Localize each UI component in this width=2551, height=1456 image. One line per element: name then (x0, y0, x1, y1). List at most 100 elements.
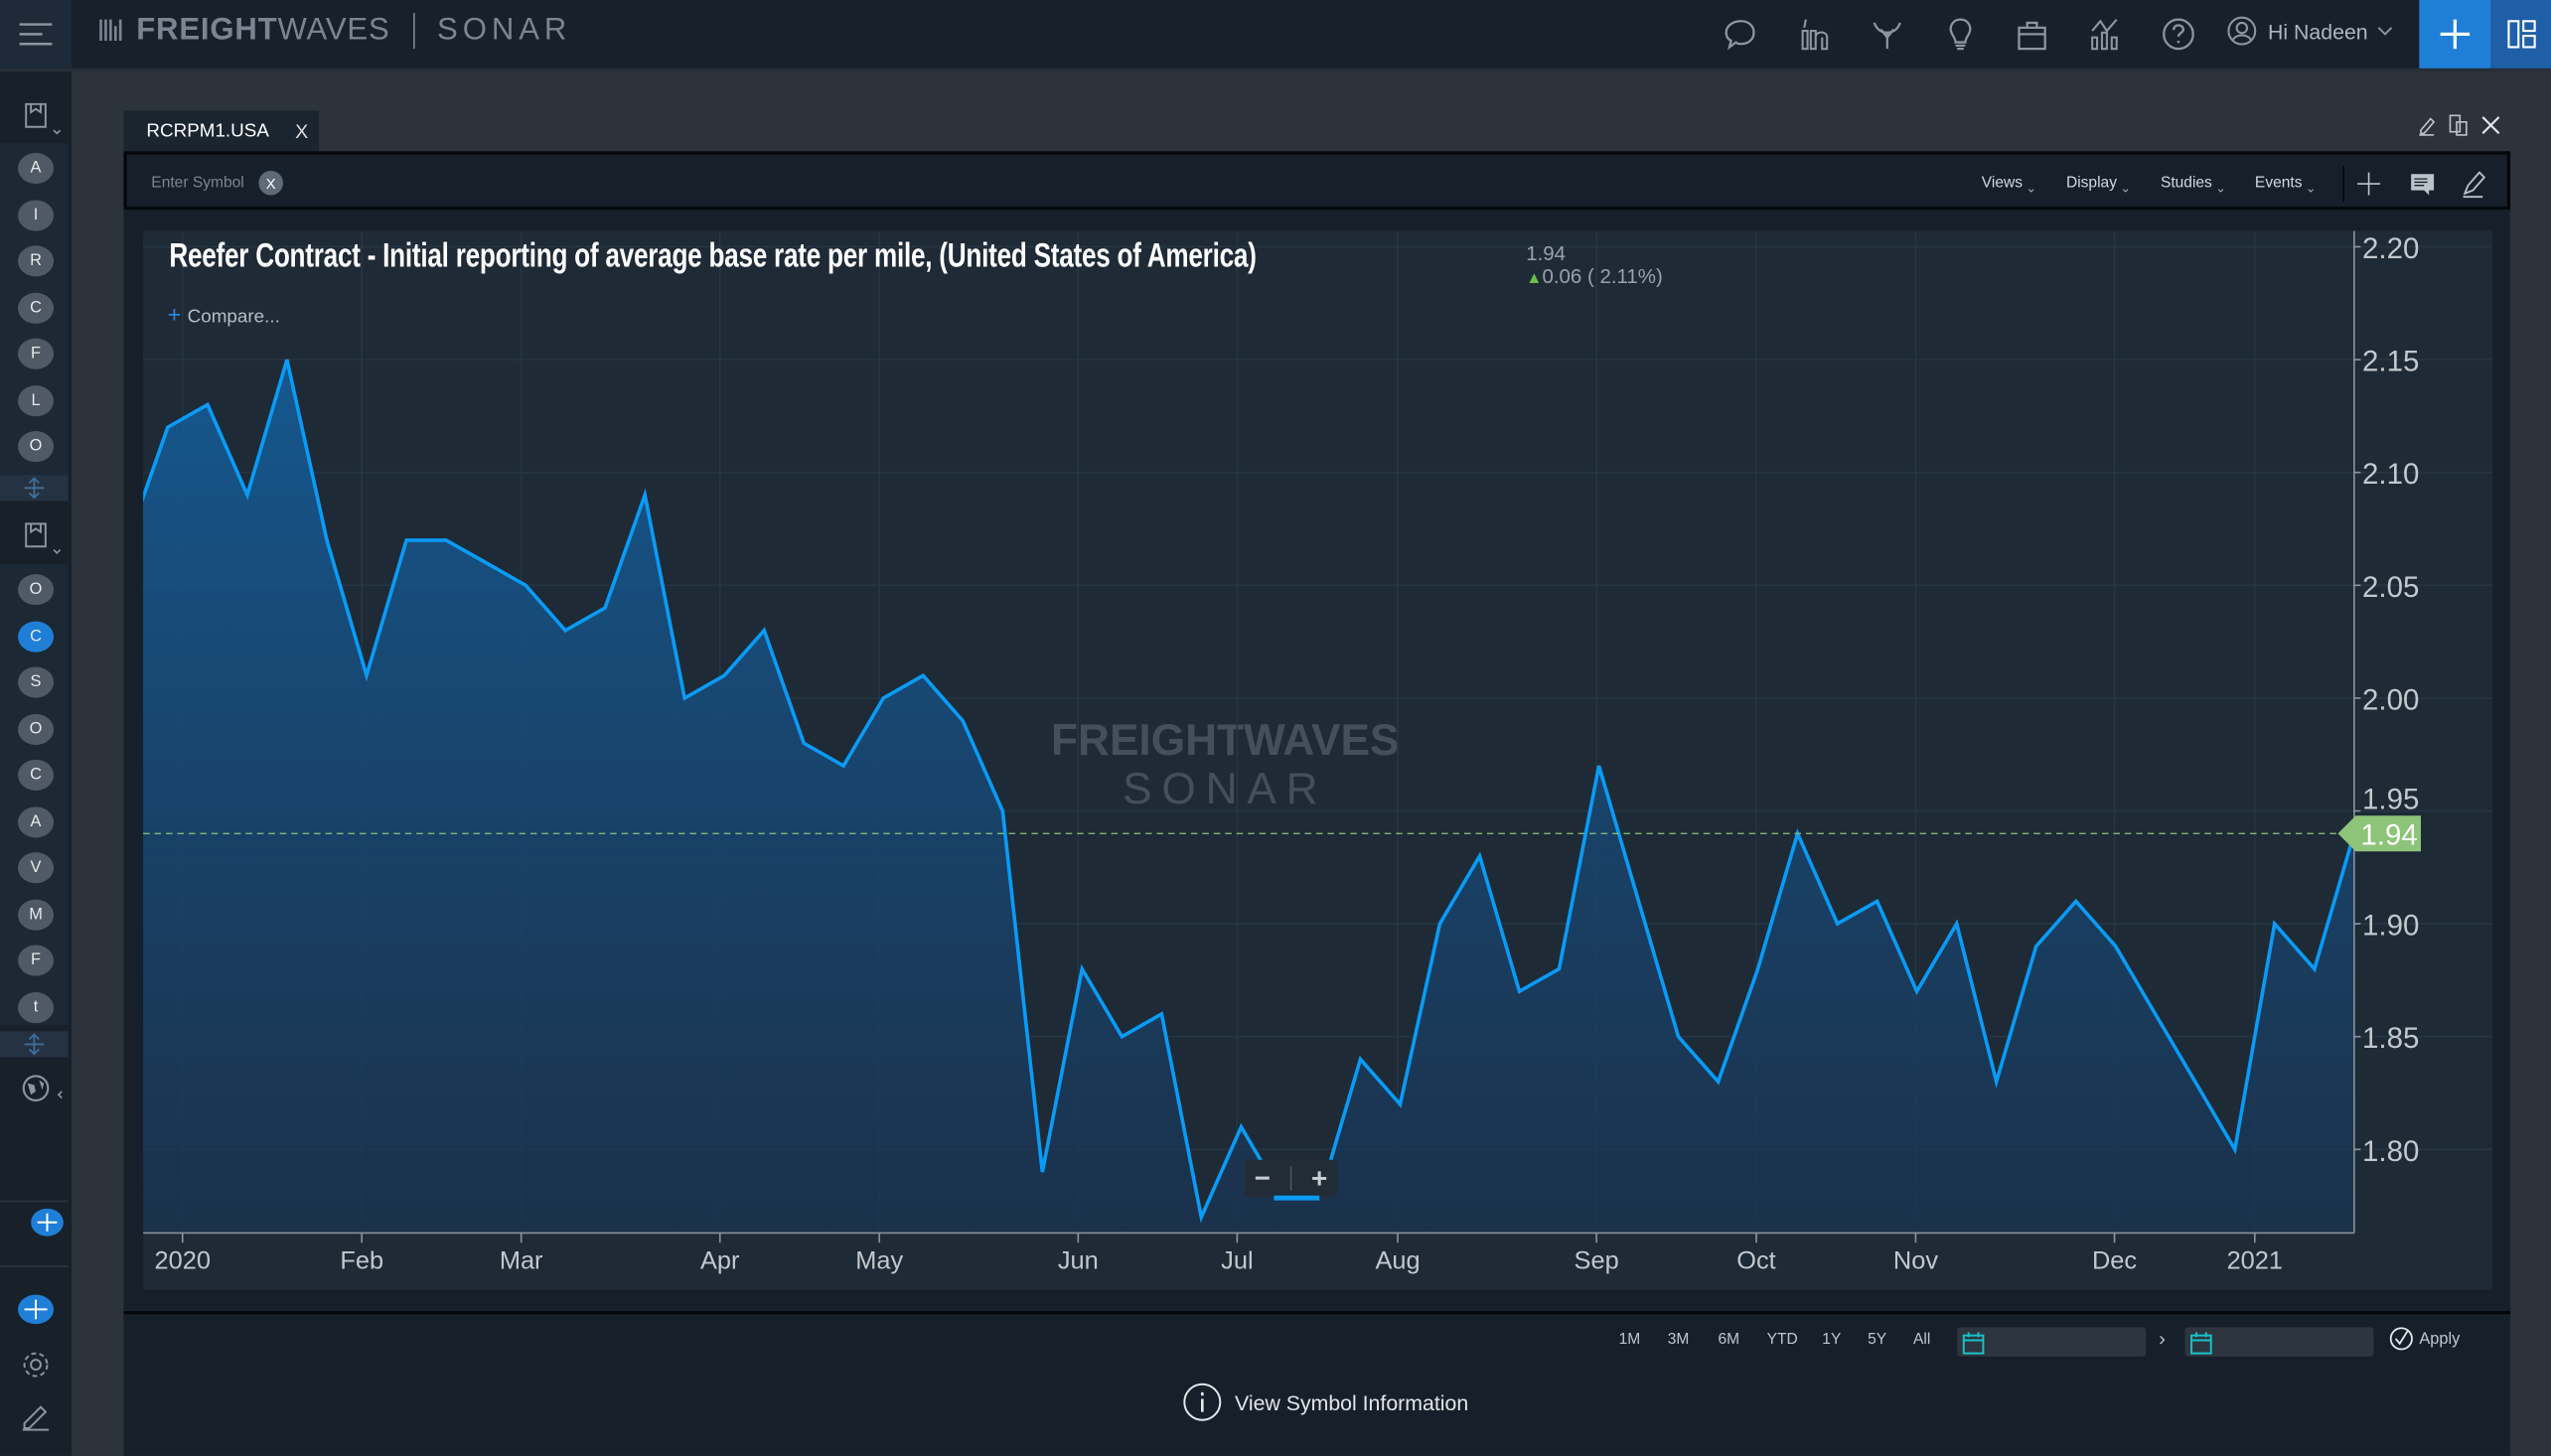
y-tick-label: 1.85 (2362, 1022, 2419, 1055)
change-value: 0.06 ( 2.11%) (1542, 264, 1663, 288)
start-date-input[interactable] (1957, 1327, 2147, 1357)
trucking-icon[interactable] (1870, 16, 1905, 52)
watchlist-item-t[interactable]: t (18, 991, 55, 1023)
briefcase-icon[interactable] (2015, 16, 2050, 52)
watchlist-item-i[interactable]: I (18, 199, 55, 230)
freightwaves-mark-icon (99, 19, 122, 41)
lightbulb-icon[interactable] (1942, 16, 1978, 52)
watchlist-item-l[interactable]: L (18, 384, 55, 416)
zoom-in-button[interactable]: + (1311, 1162, 1328, 1194)
views-menu[interactable]: Views ⌄ (1981, 174, 2037, 196)
range-all-button[interactable]: All (1913, 1330, 1931, 1349)
brand-logo[interactable]: FREIGHTWAVES SONAR (97, 13, 572, 50)
symbol-input[interactable]: Enter Symbol (151, 174, 244, 193)
clear-symbol-button[interactable]: X (258, 170, 283, 196)
add-button[interactable] (2419, 0, 2491, 69)
range-6m-button[interactable]: 6M (1718, 1330, 1740, 1349)
y-tick-label: 1.90 (2362, 910, 2419, 943)
view-symbol-information-button[interactable]: View Symbol Information (1183, 1383, 1468, 1421)
layout-grid-icon (2506, 20, 2535, 49)
end-date-input[interactable] (2184, 1327, 2374, 1357)
zoom-control: − + (1244, 1159, 1338, 1198)
studies-menu[interactable]: Studies ⌄ (2160, 174, 2227, 196)
last-value: 1.94 (1526, 242, 1567, 265)
help-icon[interactable] (2161, 16, 2196, 52)
watchlist-item-r[interactable]: R (18, 245, 55, 277)
hamburger-menu-button[interactable] (0, 0, 73, 69)
resize-vertical-icon (24, 1033, 45, 1056)
watchlist-item-v[interactable]: V (18, 852, 55, 884)
watchlist-item-o[interactable]: O (18, 431, 55, 463)
product-name: SONAR (437, 13, 572, 48)
watchlist-item-o[interactable]: O (18, 713, 55, 745)
series-area (143, 360, 2354, 1234)
watchlist-item-c[interactable]: C (18, 291, 55, 324)
info-icon (1183, 1383, 1222, 1421)
plus-icon (37, 1213, 58, 1232)
range-3m-button[interactable]: 3M (1667, 1330, 1690, 1349)
edit-pencil-icon[interactable] (20, 1398, 53, 1431)
range-1m-button[interactable]: 1M (1618, 1330, 1641, 1349)
watchlist-item-s[interactable]: S (18, 666, 55, 698)
range-1y-button[interactable]: 1Y (1822, 1330, 1842, 1349)
resize-handle[interactable] (0, 1031, 69, 1058)
globe-icon[interactable] (21, 1074, 67, 1109)
watchlist-item-m[interactable]: M (18, 898, 55, 930)
display-menu[interactable]: Display ⌄ (2065, 174, 2132, 196)
plus-icon (24, 1299, 48, 1320)
plus-icon: + (167, 300, 182, 328)
watchlist-item-c[interactable]: C (18, 620, 55, 652)
watchlist-item-a[interactable]: A (18, 152, 55, 185)
y-tick-label: 2.10 (2362, 458, 2419, 491)
layout-button[interactable] (2490, 0, 2551, 69)
watchlist-item-o[interactable]: O (18, 574, 55, 606)
x-tick-label: Jul (1221, 1246, 1253, 1274)
zoom-out-button[interactable]: − (1254, 1162, 1272, 1194)
y-tick-label: 1.80 (2362, 1135, 2419, 1168)
watchlist-item-c[interactable]: C (18, 759, 55, 791)
user-menu[interactable]: Hi Nadeen (2225, 15, 2393, 48)
resize-handle[interactable] (0, 475, 69, 502)
watchlist-icon[interactable] (23, 520, 66, 556)
y-tick-label: 2.15 (2362, 346, 2419, 378)
chat-icon[interactable] (1723, 16, 1758, 52)
calendar-icon (1962, 1332, 1985, 1355)
tab-close-button[interactable]: X (295, 119, 309, 143)
tab-rcrpm1-usa[interactable]: RCRPM1.USA X (123, 110, 320, 152)
edit-pencil-icon[interactable] (2418, 114, 2438, 137)
chart-icon[interactable] (2087, 16, 2123, 52)
add-button[interactable] (18, 1294, 55, 1325)
duplicate-icon[interactable] (2449, 114, 2472, 137)
compare-button[interactable]: + Compare... (167, 300, 280, 328)
watchlist-icon[interactable] (23, 101, 66, 137)
range-ytd-button[interactable]: YTD (1766, 1330, 1798, 1349)
date-range-arrow: › (2159, 1327, 2166, 1351)
settings-gear-icon[interactable] (20, 1349, 53, 1382)
range-5y-button[interactable]: 5Y (1868, 1330, 1887, 1349)
watchlist-item-f[interactable]: F (18, 338, 55, 369)
events-menu[interactable]: Events ⌄ (2254, 174, 2317, 196)
add-watchlist-button[interactable] (31, 1208, 64, 1237)
x-tick-label: Jun (1058, 1246, 1099, 1274)
x-tick-label: Apr (700, 1246, 740, 1274)
zoom-indicator (1274, 1195, 1320, 1200)
linkedin-icon[interactable] (1796, 16, 1832, 52)
watchlist-item-f[interactable]: F (18, 945, 55, 976)
x-tick-label: Aug (1375, 1246, 1420, 1274)
x-tick-label: Dec (2092, 1246, 2137, 1274)
apply-button[interactable]: Apply (2388, 1326, 2460, 1352)
x-tick-label: Sep (1575, 1246, 1619, 1274)
x-tick-label: Nov (1893, 1246, 1938, 1274)
x-tick-label: Oct (1736, 1246, 1775, 1274)
brand-bold: FREIGHT (136, 13, 278, 48)
series-line[interactable] (128, 359, 2354, 1224)
notes-icon[interactable] (2410, 171, 2436, 197)
close-icon[interactable] (2481, 115, 2501, 135)
draw-pencil-icon[interactable] (2462, 169, 2487, 199)
watchlist-item-a[interactable]: A (18, 805, 55, 837)
price-readout: 1.94 ▲0.06 ( 2.11%) (1526, 242, 1663, 291)
crosshair-plus-icon[interactable] (2355, 171, 2381, 197)
